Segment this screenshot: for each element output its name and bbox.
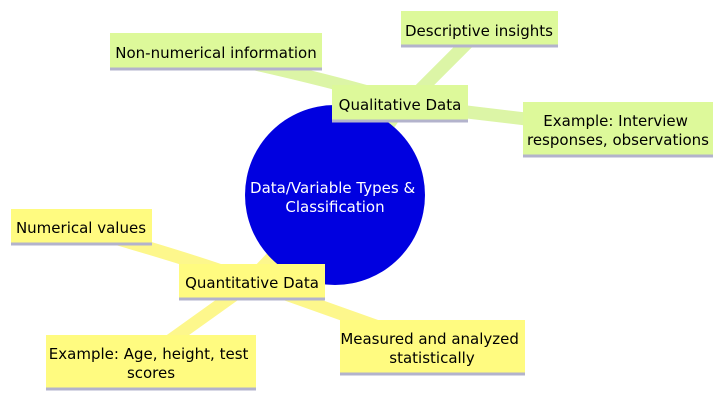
node-qualitative-data: Qualitative Data	[332, 85, 468, 123]
node-non-numerical-information: Non-numerical information	[110, 33, 322, 71]
root-node: Data/Variable Types & Classification	[245, 105, 425, 285]
example-age-label: Example: Age, height, test scores	[49, 345, 253, 382]
numerical-values-label: Numerical values	[16, 219, 146, 237]
node-descriptive-insights: Descriptive insights	[401, 11, 558, 48]
descriptive-insights-label: Descriptive insights	[405, 22, 553, 40]
node-example-age: Example: Age, height, test scores	[46, 335, 256, 391]
root-label-line-1: Data/Variable Types &	[250, 179, 415, 197]
root-circle	[245, 105, 425, 285]
non-numerical-information-label: Non-numerical information	[115, 44, 316, 62]
node-quantitative-data: Quantitative Data	[179, 264, 325, 301]
root-label: Data/Variable Types & Classification	[250, 179, 420, 216]
example-interview-label: Example: Interview responses, observatio…	[527, 112, 709, 149]
node-numerical-values: Numerical values	[11, 209, 152, 246]
measured-analyzed-label: Measured and analyzed statistically	[340, 330, 523, 367]
root-label-line-2: Classification	[285, 198, 384, 216]
node-example-interview: Example: Interview responses, observatio…	[523, 102, 713, 158]
qualitative-data-label: Qualitative Data	[339, 96, 462, 114]
node-measured-analyzed: Measured and analyzed statistically	[340, 320, 525, 376]
quantitative-data-label: Quantitative Data	[185, 274, 319, 292]
